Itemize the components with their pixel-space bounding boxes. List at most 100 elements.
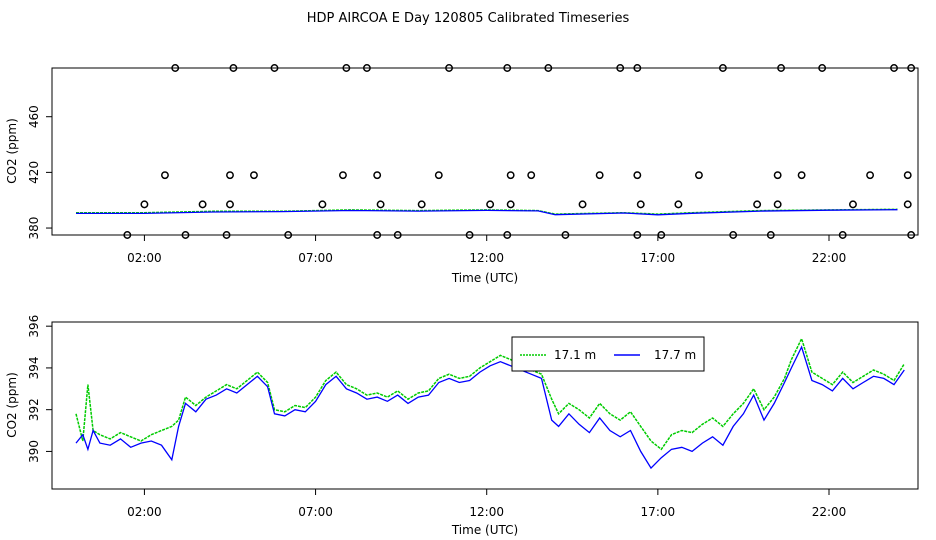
top-plot-frame bbox=[51, 67, 919, 236]
y-tick-label: 390 bbox=[27, 440, 41, 463]
x-tick-label: 02:00 bbox=[127, 505, 162, 519]
x-tick-label: 17:00 bbox=[641, 505, 676, 519]
figure-title: HDP AIRCOA E Day 120805 Calibrated Times… bbox=[307, 11, 630, 26]
bottom-panel: 390 392 394 396 02:00 07:00 12:00 17:00 22:00 T… bbox=[5, 315, 919, 537]
calibration-point bbox=[773, 171, 782, 180]
x-tick-label: 12:00 bbox=[469, 251, 504, 265]
y-tick-label: 396 bbox=[27, 315, 41, 338]
x-tick-label: 22:00 bbox=[812, 505, 847, 519]
calibration-point bbox=[171, 64, 180, 72]
calibration-point bbox=[694, 171, 703, 180]
bottom-y-axis-label: CO2 (ppm) bbox=[5, 372, 19, 438]
y-tick-label: 394 bbox=[27, 356, 41, 379]
calibration-point bbox=[198, 200, 207, 209]
calibration-point bbox=[766, 231, 775, 239]
top-y-axis-label: CO2 (ppm) bbox=[5, 118, 19, 184]
calibration-point bbox=[465, 231, 474, 239]
calibration-point bbox=[729, 231, 738, 239]
calibration-point bbox=[595, 171, 604, 180]
calibration-point bbox=[578, 200, 587, 209]
calibration-point bbox=[250, 171, 258, 180]
calibration-point bbox=[123, 231, 132, 239]
calibration-point bbox=[161, 171, 169, 180]
calibration-point bbox=[753, 200, 762, 209]
calibration-point bbox=[503, 64, 512, 72]
calibration-point bbox=[506, 171, 515, 180]
bottom-x-axis-label: Time (UTC) bbox=[451, 523, 518, 537]
bottom-plot-frame bbox=[51, 321, 919, 490]
legend-box bbox=[511, 336, 705, 372]
calibration-point bbox=[486, 200, 495, 209]
calibration-point bbox=[907, 64, 916, 72]
y-tick-label: 420 bbox=[27, 161, 41, 184]
x-tick-label: 07:00 bbox=[298, 251, 333, 265]
calibration-point bbox=[797, 171, 806, 180]
top-y-axis: 380 420 460 bbox=[27, 105, 52, 239]
x-tick-label: 22:00 bbox=[812, 251, 847, 265]
calibration-point bbox=[140, 200, 149, 209]
calibration-point bbox=[633, 231, 642, 239]
calibration-point bbox=[362, 64, 371, 72]
x-tick-label: 17:00 bbox=[641, 251, 676, 265]
top-x-axis: 02:00 07:00 12:00 17:00 22:00 bbox=[127, 235, 846, 265]
x-tick-label: 02:00 bbox=[127, 251, 162, 265]
bottom-series-lines bbox=[75, 336, 905, 470]
calibration-point bbox=[616, 64, 625, 72]
top-calibration-points bbox=[123, 64, 916, 239]
calibration-point bbox=[393, 231, 402, 239]
calibration-point bbox=[318, 200, 327, 209]
calibration-point bbox=[866, 171, 875, 180]
calibration-point bbox=[890, 64, 898, 72]
y-tick-label: 460 bbox=[27, 105, 41, 128]
top-x-axis-label: Time (UTC) bbox=[451, 271, 518, 285]
series-line-17-1-m bbox=[75, 336, 905, 451]
calibration-point bbox=[633, 64, 642, 72]
calibration-point bbox=[284, 231, 293, 239]
calibration-point bbox=[226, 171, 234, 180]
calibration-point bbox=[373, 171, 382, 180]
top-panel: 380 420 460 02:00 07:00 12:00 17:00 22:00 Time… bbox=[5, 64, 919, 285]
calibration-point bbox=[633, 171, 642, 180]
bottom-x-axis: 02:00 07:00 12:00 17:00 22:00 bbox=[127, 489, 846, 519]
calibration-point bbox=[434, 171, 443, 180]
calibration-point bbox=[226, 200, 234, 209]
series-line-17-7-m bbox=[75, 345, 905, 470]
calibration-point bbox=[773, 200, 782, 209]
series-line-17-7-m bbox=[76, 209, 898, 216]
calibration-point bbox=[777, 64, 786, 72]
calibration-point bbox=[818, 64, 827, 72]
y-tick-label: 392 bbox=[27, 398, 41, 421]
calibration-point bbox=[373, 231, 382, 239]
calibration-point bbox=[544, 64, 553, 72]
calibration-point bbox=[636, 200, 645, 209]
calibration-point bbox=[674, 200, 683, 209]
calibration-point bbox=[849, 200, 857, 209]
calibration-point bbox=[907, 231, 916, 239]
legend-label-17-1: 17.1 m bbox=[554, 348, 596, 362]
calibration-point bbox=[657, 231, 666, 239]
calibration-point bbox=[338, 171, 347, 180]
calibration-point bbox=[229, 64, 238, 72]
legend: 17.1 m 17.7 m bbox=[511, 336, 705, 372]
calibration-point bbox=[342, 64, 351, 72]
legend-label-17-7: 17.7 m bbox=[654, 348, 696, 362]
calibration-point bbox=[445, 64, 454, 72]
x-tick-label: 07:00 bbox=[298, 505, 333, 519]
calibration-point bbox=[718, 64, 727, 72]
calibration-point bbox=[417, 200, 426, 209]
calibration-point bbox=[903, 200, 912, 209]
calibration-point bbox=[222, 231, 231, 239]
top-series-lines bbox=[76, 208, 898, 216]
calibration-point bbox=[181, 231, 190, 239]
bottom-y-axis: 390 392 394 396 bbox=[27, 315, 52, 463]
y-tick-label: 380 bbox=[27, 217, 41, 240]
calibration-point bbox=[561, 231, 570, 239]
calibration-point bbox=[503, 231, 512, 239]
calibration-point bbox=[903, 171, 912, 180]
x-tick-label: 12:00 bbox=[469, 505, 504, 519]
calibration-point bbox=[270, 64, 279, 72]
calibration-point bbox=[838, 231, 847, 239]
calibration-point bbox=[527, 171, 536, 180]
calibration-point bbox=[376, 200, 385, 209]
